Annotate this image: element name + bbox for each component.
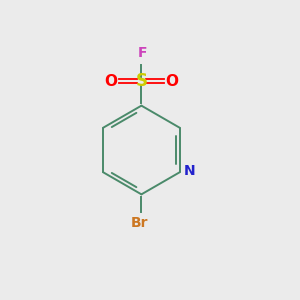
Text: N: N [183, 164, 195, 178]
Text: S: S [135, 72, 147, 90]
Text: O: O [165, 74, 178, 89]
Text: F: F [138, 46, 148, 60]
Text: Br: Br [131, 216, 149, 230]
Text: O: O [105, 74, 118, 89]
